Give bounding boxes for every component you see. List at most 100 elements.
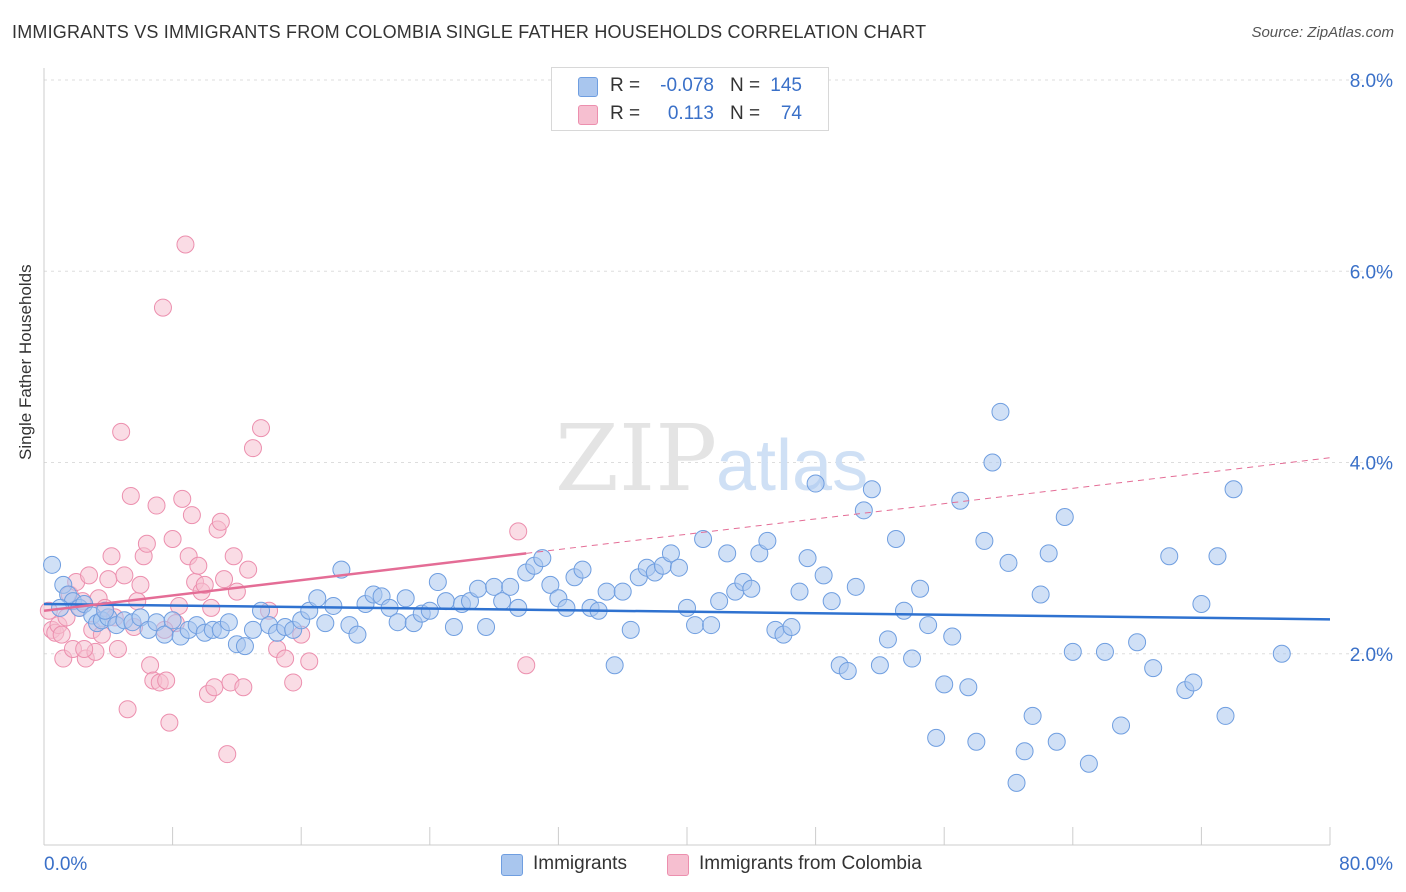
colombia-point [276, 649, 295, 668]
immigrants-point [1023, 706, 1042, 725]
immigrants-point [1216, 706, 1235, 725]
stats-row-colombia: R = 0.113 N = 74 [552, 101, 828, 129]
immigrants-point [678, 598, 696, 617]
legend-label-immigrants: Immigrants [533, 853, 627, 874]
legend-swatch-immigrants [501, 854, 523, 876]
immigrants-point [718, 544, 737, 563]
colombia-trend-line [43, 552, 527, 612]
immigrants-point [1079, 754, 1098, 773]
immigrants-point [694, 530, 713, 548]
axes [43, 68, 1331, 846]
r-value: 0.113 [667, 103, 714, 124]
y-tick-label: 8.0% [1350, 71, 1393, 92]
immigrants-point [710, 592, 729, 611]
immigrants-point [959, 678, 978, 697]
r-label: R = [610, 75, 641, 96]
colombia-point [205, 678, 224, 697]
colombia-point [218, 745, 237, 764]
legend-swatch-pink [578, 105, 598, 125]
immigrants-point [316, 614, 335, 633]
immigrants-point [814, 566, 833, 585]
immigrants-point [758, 531, 777, 550]
immigrants-point [1112, 716, 1131, 735]
immigrants-point [444, 617, 463, 636]
colombia-point [173, 489, 192, 508]
r-label: R = [610, 103, 641, 124]
chart-title: IMMIGRANTS VS IMMIGRANTS FROM COLOMBIA S… [12, 22, 927, 42]
stats-row-immigrants: R = -0.078 N = 145 [552, 73, 828, 101]
immigrants-point [1095, 642, 1114, 661]
immigrants-point [1055, 508, 1074, 527]
colombia-point [153, 298, 172, 317]
colombia-point [108, 639, 127, 658]
x-tick-labels: 0.0% 80.0% [44, 854, 1393, 875]
colombia-point [163, 530, 182, 548]
immigrants-point [798, 549, 817, 568]
immigrants-point [1031, 585, 1050, 604]
immigrants-point [870, 656, 889, 675]
colombia-point [239, 560, 258, 579]
immigrants-point [943, 627, 962, 646]
immigrants-point [1144, 659, 1163, 678]
n-value: 74 [780, 103, 802, 124]
immigrants-point [1128, 633, 1147, 652]
immigrants-point [308, 589, 327, 608]
immigrants-point [838, 661, 857, 680]
immigrants-point [999, 553, 1018, 572]
immigrants-point [1208, 547, 1227, 566]
immigrants-point [975, 531, 994, 550]
immigrants-point [991, 402, 1010, 421]
y-tick-label: 6.0% [1350, 262, 1393, 283]
immigrants-point [782, 617, 801, 636]
immigrants-point [1063, 642, 1082, 661]
chart-source: Source: ZipAtlas.com [1251, 24, 1394, 41]
immigrants-point [1160, 547, 1179, 566]
immigrants-point [661, 544, 680, 563]
immigrants-point [1224, 480, 1243, 499]
immigrants-point [613, 582, 632, 601]
immigrants-point [846, 577, 865, 596]
watermark-zip: ZIP [555, 405, 717, 512]
colombia-point [112, 422, 131, 441]
y-axis-label: Single Father Households [16, 264, 35, 460]
colombia-point [80, 566, 99, 585]
colombia-point [189, 556, 208, 575]
immigrants-point [477, 617, 496, 636]
immigrants-point [878, 630, 897, 649]
colombia-point [252, 419, 271, 438]
immigrants-point [686, 616, 705, 635]
colombia-point [215, 570, 234, 589]
colombia-point [137, 534, 156, 553]
immigrants-point [605, 656, 624, 675]
immigrants-point [533, 549, 552, 568]
immigrants-point [621, 620, 640, 639]
immigrants-point [436, 592, 455, 611]
immigrants-point [967, 732, 986, 751]
x-tick-label: 0.0% [44, 854, 87, 875]
colombia-point [118, 700, 137, 719]
y-tick-label: 2.0% [1350, 645, 1393, 666]
colombia-point [182, 506, 201, 525]
immigrants-point [428, 573, 447, 592]
colombia-point [99, 570, 118, 589]
immigrants-point [420, 601, 439, 620]
immigrants-points [43, 402, 1291, 792]
colombia-point [284, 673, 303, 692]
immigrants-point [43, 555, 62, 574]
colombia-point [211, 512, 230, 531]
immigrants-point [396, 589, 415, 608]
colombia-point [234, 678, 253, 697]
colombia-point [121, 486, 140, 505]
watermark-atlas: atlas [716, 426, 868, 506]
y-tick-label: 4.0% [1350, 454, 1393, 475]
immigrants-point [935, 675, 954, 694]
immigrants-point [509, 598, 528, 617]
colombia-point [227, 582, 246, 601]
colombia-point [195, 575, 214, 594]
immigrants-point [541, 575, 560, 594]
legend-swatch-colombia [667, 854, 689, 876]
colombia-points [39, 235, 536, 764]
immigrants-point [1184, 673, 1203, 692]
immigrants-point [235, 637, 254, 656]
